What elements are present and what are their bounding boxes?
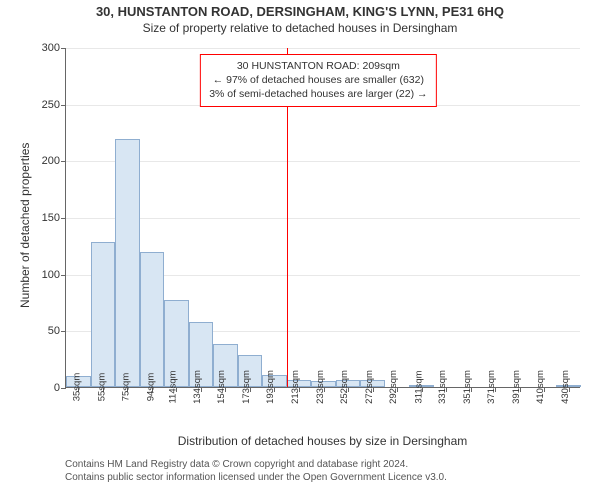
y-tick-label: 300	[42, 42, 66, 54]
x-tick-label: 292sqm	[384, 370, 399, 404]
x-tick-label: 193sqm	[262, 370, 277, 404]
histogram-bar	[115, 139, 140, 387]
gridline	[66, 48, 580, 49]
gridline	[66, 161, 580, 162]
x-tick-label: 351sqm	[458, 370, 473, 404]
x-tick-label: 55sqm	[93, 373, 108, 402]
footer-line-2: Contains public sector information licen…	[65, 471, 447, 484]
x-tick-label: 430sqm	[556, 370, 571, 404]
x-tick-label: 134sqm	[188, 370, 203, 404]
footer-attribution: Contains HM Land Registry data © Crown c…	[65, 458, 447, 484]
x-tick-label: 311sqm	[409, 370, 424, 403]
y-tick-label: 0	[54, 382, 66, 394]
x-tick-label: 371sqm	[482, 370, 497, 404]
histogram-bar	[140, 252, 165, 387]
y-tick-label: 50	[48, 325, 66, 337]
y-axis-label: Number of detached properties	[18, 143, 32, 308]
y-tick-label: 100	[42, 269, 66, 281]
chart-title-main: 30, HUNSTANTON ROAD, DERSINGHAM, KING'S …	[0, 0, 600, 19]
x-tick-label: 331sqm	[433, 370, 448, 404]
x-tick-label: 391sqm	[507, 370, 522, 404]
x-tick-label: 35sqm	[68, 373, 83, 402]
chart-title-sub: Size of property relative to detached ho…	[0, 19, 600, 35]
histogram-bar	[91, 242, 116, 387]
gridline	[66, 218, 580, 219]
x-tick-label: 213sqm	[286, 370, 301, 404]
plot-area: 05010015020025030035sqm55sqm75sqm94sqm11…	[65, 48, 580, 388]
x-tick-label: 154sqm	[212, 370, 227, 404]
x-tick-label: 114sqm	[164, 370, 179, 403]
x-tick-label: 272sqm	[360, 370, 375, 404]
x-tick-label: 75sqm	[117, 373, 132, 402]
x-tick-label: 233sqm	[311, 370, 326, 404]
annotation-line: ← 97% of detached houses are smaller (63…	[209, 73, 427, 87]
annotation-line: 30 HUNSTANTON ROAD: 209sqm	[209, 59, 427, 73]
x-tick-label: 410sqm	[531, 370, 546, 404]
x-tick-label: 252sqm	[335, 370, 350, 404]
x-tick-label: 94sqm	[142, 373, 157, 402]
annotation-line: 3% of semi-detached houses are larger (2…	[209, 87, 427, 101]
x-tick-label: 173sqm	[237, 370, 252, 404]
y-tick-label: 150	[42, 212, 66, 224]
footer-line-1: Contains HM Land Registry data © Crown c…	[65, 458, 447, 471]
y-tick-label: 200	[42, 155, 66, 167]
x-axis-label: Distribution of detached houses by size …	[65, 434, 580, 448]
y-tick-label: 250	[42, 99, 66, 111]
annotation-callout: 30 HUNSTANTON ROAD: 209sqm← 97% of detac…	[200, 54, 436, 107]
